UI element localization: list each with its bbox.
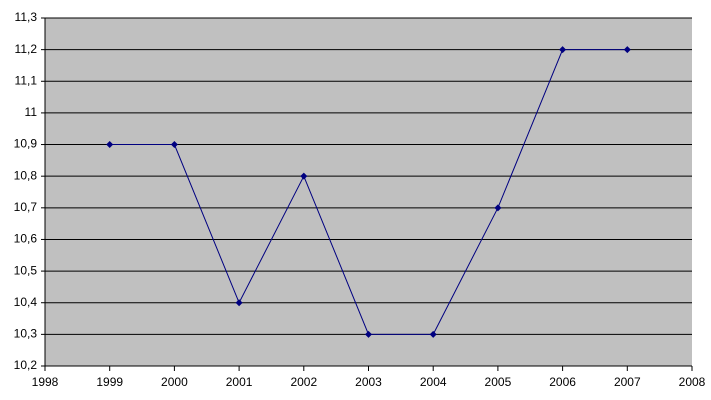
data-point	[559, 46, 567, 54]
data-point	[170, 141, 178, 149]
x-tick-label: 2008	[679, 375, 706, 389]
x-tick-label: 2000	[161, 375, 188, 389]
x-tick-label: 1999	[96, 375, 123, 389]
y-tick-label: 10,5	[14, 263, 38, 277]
x-tick-label: 2001	[226, 375, 253, 389]
data-point	[106, 141, 114, 149]
x-tick-label: 2003	[355, 375, 382, 389]
data-point	[300, 172, 308, 180]
x-tick-label: 2006	[549, 375, 576, 389]
y-tick-label: 10,6	[14, 232, 38, 246]
data-point	[494, 204, 502, 212]
data-point	[623, 46, 631, 54]
y-tick-label: 10,2	[14, 358, 38, 372]
y-tick-label: 10,9	[14, 137, 38, 151]
data-point	[235, 299, 243, 307]
y-tick-label: 10,8	[14, 168, 38, 182]
x-tick-label: 2004	[420, 375, 447, 389]
data-point	[365, 330, 372, 338]
y-tick-label: 10,7	[14, 200, 38, 214]
x-tick-label: 2005	[485, 375, 512, 389]
y-tick-label: 10,4	[14, 295, 38, 309]
y-tick-label: 11	[25, 105, 38, 119]
x-tick-label: 2002	[290, 375, 317, 389]
y-tick-label: 11,2	[15, 42, 38, 56]
y-tick-label: 11,3	[15, 10, 38, 24]
x-tick-label: 1998	[32, 375, 59, 389]
y-tick-label: 11,1	[15, 73, 38, 87]
x-tick-label: 2007	[614, 375, 641, 389]
data-point	[429, 330, 437, 338]
plot-area	[45, 18, 692, 366]
y-tick-label: 10,3	[14, 327, 38, 341]
